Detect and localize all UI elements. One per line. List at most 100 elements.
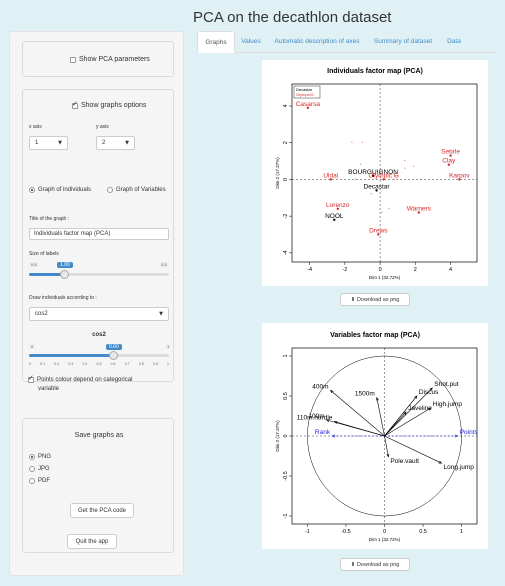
cos2-tick-label: 0.3 bbox=[68, 362, 74, 366]
individual-label: Karpov bbox=[449, 172, 470, 179]
radio-icon bbox=[29, 466, 35, 472]
variable-arrowhead bbox=[427, 407, 432, 411]
size-min: 0.5 bbox=[29, 262, 39, 267]
variables-plot-card: Variables factor map (PCA) -1 -0.5 0 0.5 1 -1… bbox=[262, 323, 488, 549]
download-individuals-button[interactable]: ⬇ Download as png bbox=[340, 293, 410, 306]
individual-label: Sebrle bbox=[441, 149, 460, 156]
cos2-tick-label: 1 bbox=[167, 362, 169, 366]
variable-arrowhead bbox=[325, 419, 330, 423]
legend-box bbox=[293, 85, 321, 99]
cos2-max: 1 bbox=[165, 344, 172, 349]
download-label: Download as png bbox=[356, 297, 400, 303]
show-pca-params-label: Show PCA parameters bbox=[79, 56, 150, 63]
y-tick-label: -2 bbox=[283, 214, 289, 219]
draw-individuals-select[interactable]: cos2 ▼ bbox=[29, 307, 169, 321]
radio-graph-variables[interactable]: Graph of Variables bbox=[107, 187, 166, 193]
individuals-plot-title: Individuals factor map (PCA) bbox=[327, 68, 423, 75]
y-axis-label: Dim 2 (17.37%) bbox=[275, 420, 280, 452]
plot-frame bbox=[291, 83, 478, 263]
size-slider-handle[interactable] bbox=[59, 270, 69, 279]
individual-point bbox=[458, 178, 461, 181]
download-label: Download as png bbox=[356, 562, 400, 568]
tab-data[interactable]: Data bbox=[447, 38, 461, 45]
size-slider-fill bbox=[29, 273, 64, 276]
variable-arrow bbox=[334, 421, 385, 437]
get-pca-code-button[interactable]: Get the PCA code bbox=[70, 503, 134, 518]
cos2-ticks: 0 0.1 0.2 0.3 0.4 0.5 0.6 0.7 0.8 0.9 1 bbox=[29, 362, 169, 366]
variable-arrowhead bbox=[333, 420, 338, 424]
checkbox-icon bbox=[70, 56, 76, 63]
correlation-circle bbox=[307, 355, 462, 517]
size-slider-value: 1.00 bbox=[57, 262, 73, 268]
cos2-tick-label: 0.9 bbox=[152, 362, 158, 366]
y-tick-label: 2 bbox=[283, 141, 289, 144]
show-graphs-options-label: Show graphs options bbox=[81, 102, 147, 109]
tab-summary-dataset[interactable]: Summary of dataset bbox=[373, 38, 433, 45]
x-tick-label: -2 bbox=[342, 267, 347, 273]
individual-label: Clay bbox=[442, 158, 456, 165]
variable-label: 110m.hurdle bbox=[297, 415, 333, 422]
variable-arrowhead bbox=[438, 460, 443, 464]
tab-values[interactable]: Values bbox=[241, 38, 261, 45]
individual-point: * bbox=[393, 177, 395, 182]
graph-title-input[interactable]: Individuals factor map (PCA) bbox=[29, 228, 169, 240]
y-axis-label: Dim 2 (17.37%) bbox=[275, 157, 280, 189]
individuals-factor-map: -4 -2 0 2 4 -4 -2 0 2 4 Dim 1 (32.72%) Dim 2 (17.37… bbox=[275, 83, 478, 280]
y-tick-label: 0 bbox=[283, 434, 289, 437]
radio-individuals-label: Graph of individuals bbox=[38, 187, 92, 193]
tab-graphs[interactable]: Graphs bbox=[197, 31, 235, 53]
individual-label: Decastar bbox=[364, 183, 391, 190]
points-colour-label: Points colour depend on categorical bbox=[37, 377, 133, 383]
x-axis-select[interactable]: 1 ▼ bbox=[29, 136, 68, 150]
y-tick-label: -4 bbox=[283, 250, 289, 255]
individual-point bbox=[336, 207, 340, 210]
y-tick-label: 0 bbox=[283, 178, 289, 181]
individual-label: Lorenzo bbox=[326, 202, 350, 209]
radio-format-jpg[interactable]: JPG bbox=[29, 466, 50, 472]
cos2-slider-handle[interactable] bbox=[108, 351, 118, 360]
radio-selected-icon bbox=[29, 454, 35, 460]
radio-format-pdf[interactable]: PDF bbox=[29, 478, 50, 484]
size-labels-label: Size of labels bbox=[29, 251, 59, 257]
variable-arrow bbox=[376, 397, 385, 437]
x-tick-label: -4 bbox=[307, 267, 312, 273]
radio-graph-individuals[interactable]: Graph of individuals bbox=[29, 187, 91, 193]
individual-point: * bbox=[362, 140, 364, 145]
show-pca-params-checkbox[interactable]: Show PCA parameters bbox=[70, 56, 150, 63]
chevron-down-icon: ▼ bbox=[125, 140, 129, 146]
variable-arrow bbox=[384, 435, 442, 464]
quit-app-button[interactable]: Quit the app bbox=[67, 534, 117, 549]
cos2-slider[interactable]: 0.60 bbox=[29, 341, 169, 361]
cos2-tick-label: 0.2 bbox=[54, 362, 60, 366]
draw-individuals-label: Draw individuals according to : bbox=[29, 295, 97, 301]
download-variables-button[interactable]: ⬇ Download as png bbox=[340, 558, 410, 571]
y-tick-label: 0.5 bbox=[283, 392, 289, 400]
y-axis-select[interactable]: 2 ▼ bbox=[96, 136, 135, 150]
points-colour-checkbox[interactable]: Points colour depend on categorical bbox=[28, 374, 133, 383]
cos2-title: cos2 bbox=[92, 332, 106, 338]
tab-automatic-description[interactable]: Automatic description of axes bbox=[274, 38, 360, 45]
individual-point: * bbox=[404, 159, 406, 164]
individual-label: NOOL bbox=[325, 213, 344, 220]
x-axis-label: x axis bbox=[29, 124, 42, 130]
individual-point bbox=[333, 218, 336, 221]
individual-point: * bbox=[388, 206, 390, 211]
radio-format-png[interactable]: PNG bbox=[29, 454, 51, 460]
download-icon: ⬇ bbox=[350, 297, 356, 303]
individual-point: * bbox=[395, 173, 397, 178]
variable-label: Javeline bbox=[408, 405, 432, 412]
individual-point: * bbox=[379, 170, 381, 175]
variable-arrow bbox=[384, 435, 389, 457]
x-tick-label: 0.5 bbox=[419, 529, 427, 535]
legend-item-decastar: Decastar bbox=[296, 87, 313, 92]
app-title: PCA on the decathlon dataset bbox=[193, 9, 392, 26]
variable-arrowhead bbox=[429, 387, 433, 391]
show-graphs-options-checkbox[interactable]: Show graphs options bbox=[72, 100, 147, 109]
individual-point bbox=[417, 211, 421, 214]
variable-arrowhead bbox=[375, 396, 379, 401]
draw-individuals-value: cos2 bbox=[35, 311, 48, 317]
size-slider[interactable]: 1.00 bbox=[29, 260, 169, 280]
cos2-tick-label: 0.4 bbox=[82, 362, 88, 366]
cos2-tick-label: 0.8 bbox=[138, 362, 144, 366]
x-tick-label: 2 bbox=[414, 267, 417, 273]
